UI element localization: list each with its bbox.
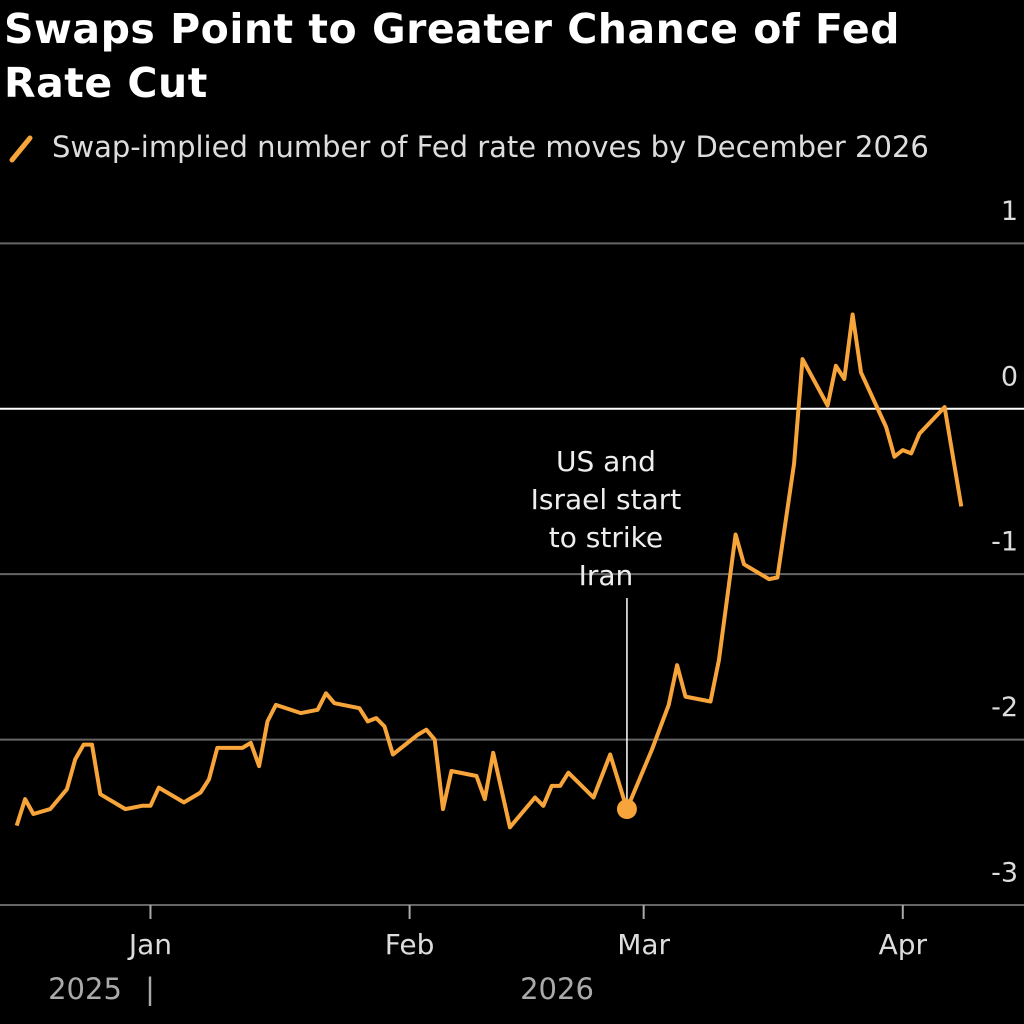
y-tick-label: -3 (991, 858, 1018, 889)
annotation: US and Israel start to strike Iran (531, 445, 682, 810)
year-label: 2025 (48, 972, 122, 1006)
annotation-text: Iran (579, 559, 634, 592)
x-tick-label: Mar (617, 928, 670, 961)
x-tick-label: Apr (879, 928, 928, 961)
legend-swatch (9, 135, 33, 163)
annotation-text: US and (556, 445, 656, 478)
data-line (14, 312, 964, 830)
y-tick-label: 1 (1001, 196, 1018, 227)
y-tick-label: -1 (991, 527, 1018, 558)
annotation-text: Israel start (531, 483, 682, 516)
event-marker (616, 799, 637, 820)
x-tick-label: Jan (127, 928, 172, 961)
year-label: 2026 (520, 972, 594, 1006)
y-tick-label: 0 (1001, 361, 1018, 392)
y-tick-label: -2 (991, 692, 1018, 723)
year-separator: | (145, 972, 155, 1006)
annotation-text: to strike (549, 521, 663, 554)
x-tick-label: Feb (385, 928, 435, 961)
legend-label: Swap-implied number of Fed rate moves by… (52, 130, 929, 164)
chart-title: Swaps Point to Greater Chance of Fed Rat… (4, 5, 901, 107)
